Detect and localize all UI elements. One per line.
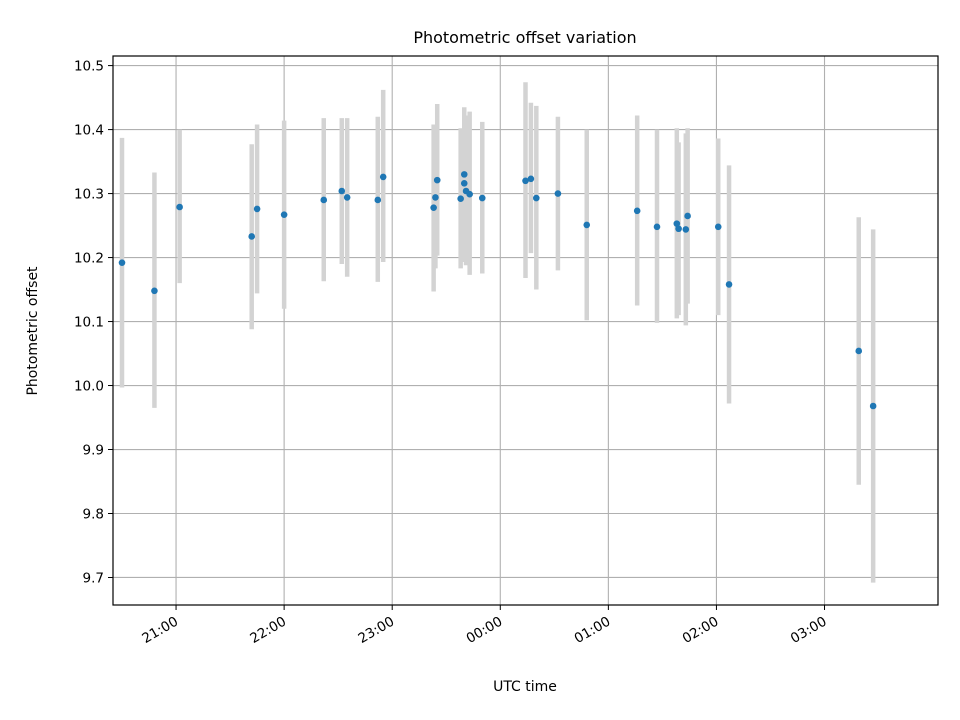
plot-area-frame [112,55,939,606]
data-point [855,347,863,355]
data-point [633,207,641,215]
x-axis-label: UTC time [493,679,557,695]
y-tick-label: 10.0 [74,379,104,395]
data-point [343,194,351,201]
y-tick-label: 9.7 [83,570,104,586]
data-point [118,259,126,266]
data-point [320,196,328,204]
y-tick-label: 9.9 [83,443,104,459]
data-point [682,226,690,233]
data-point [714,223,722,231]
data-point [176,203,183,211]
data-point [280,211,288,218]
point-layer [118,171,877,410]
data-point [460,171,468,178]
y-tick-label: 9.8 [83,507,104,523]
y-tick-label: 10.1 [74,315,104,331]
data-point [527,175,535,183]
data-point [430,204,437,211]
data-point [675,225,682,233]
data-point [457,195,464,202]
y-axis-ticks: 9.7 9.8 9.9 10.0 10.1 10.2 10.3 10.4 10.5 [74,59,113,586]
data-point [869,402,877,410]
data-point [433,176,441,184]
data-point [725,281,733,288]
data-point [522,177,529,185]
chart-title: Photometric offset variation [413,28,636,47]
y-tick-label: 10.3 [74,187,104,203]
data-point [466,190,473,198]
data-point [253,205,261,213]
data-point [554,190,562,197]
y-tick-label: 10.5 [74,59,104,75]
data-point [583,221,591,229]
data-point [460,180,468,187]
y-tick-label: 10.4 [74,123,104,139]
data-point [684,212,691,220]
data-point [533,194,540,202]
y-axis-label: Photometric offset [25,266,41,396]
y-tick-label: 10.2 [74,251,104,267]
data-point [653,223,661,231]
data-point [673,220,681,227]
data-point [374,196,382,204]
data-point [151,287,158,295]
data-point [478,194,486,202]
data-point [248,233,256,240]
data-point [379,173,387,181]
data-point [432,194,439,201]
data-point [338,187,346,195]
